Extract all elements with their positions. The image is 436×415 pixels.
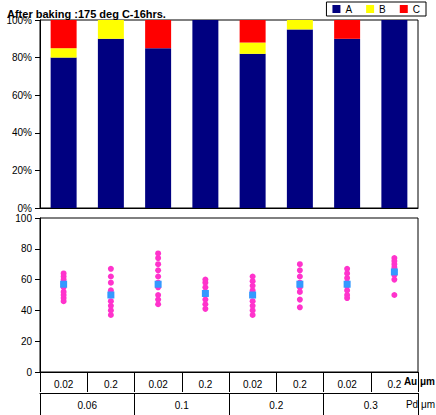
svg-text:20: 20	[21, 336, 33, 347]
svg-text:0.02: 0.02	[148, 379, 168, 390]
svg-text:Au μm: Au μm	[404, 376, 435, 387]
svg-text:100: 100	[15, 213, 32, 224]
svg-text:0.02: 0.02	[337, 379, 357, 390]
svg-text:0.06: 0.06	[78, 400, 98, 411]
svg-text:0: 0	[26, 367, 32, 378]
svg-text:0.2: 0.2	[269, 400, 283, 411]
svg-text:0.1: 0.1	[175, 400, 189, 411]
svg-text:0.2: 0.2	[293, 379, 307, 390]
svg-text:0.3: 0.3	[364, 400, 378, 411]
svg-text:0.02: 0.02	[54, 379, 74, 390]
svg-text:After baking :175 deg C-16hrs.: After baking :175 deg C-16hrs.	[7, 8, 166, 20]
svg-text:100%: 100%	[6, 14, 32, 26]
svg-text:80: 80	[21, 243, 33, 254]
svg-text:C: C	[413, 4, 420, 15]
svg-text:Pd μm: Pd μm	[406, 399, 435, 410]
svg-text:0.2: 0.2	[387, 379, 401, 390]
svg-text:0%: 0%	[17, 202, 32, 214]
svg-text:40%: 40%	[12, 127, 32, 138]
svg-text:60: 60	[21, 274, 33, 285]
svg-text:A: A	[345, 4, 352, 15]
svg-text:0.2: 0.2	[198, 379, 212, 390]
svg-text:40: 40	[21, 305, 33, 316]
svg-text:0.2: 0.2	[104, 379, 118, 390]
svg-text:20%: 20%	[12, 165, 32, 176]
svg-text:B: B	[379, 4, 386, 15]
svg-text:80%: 80%	[12, 52, 32, 63]
svg-text:0.02: 0.02	[243, 379, 263, 390]
svg-text:60%: 60%	[12, 90, 32, 101]
